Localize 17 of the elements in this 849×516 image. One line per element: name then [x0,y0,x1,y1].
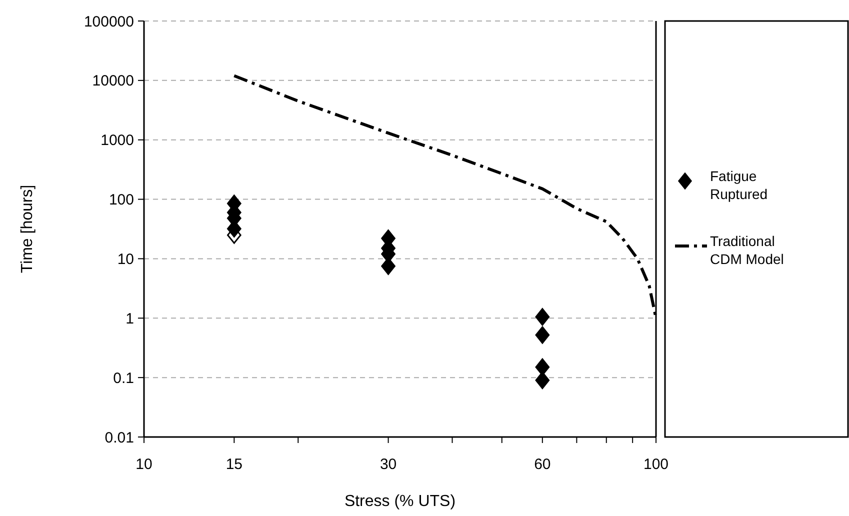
x-tick-label: 10 [136,456,152,473]
y-tick-label: 10 [117,250,134,268]
y-tick-label: 10000 [92,72,134,90]
legend-label: Fatigue Ruptured [710,168,768,202]
y-tick-label: 1 [126,310,134,328]
y-axis-title: Time [hours] [19,184,36,274]
y-tick-label: 1000 [100,132,134,150]
x-tick-label: 15 [226,456,242,473]
y-tick-label: 100000 [84,13,134,30]
x-tick-label: 30 [380,456,397,473]
y-tick-label: 0.01 [104,429,134,446]
y-tick-label: 100 [108,192,134,209]
legend-label: Traditional CDM Model [710,233,784,268]
x-tick-label: 60 [534,456,551,473]
x-axis-title: Stress (% UTS) [344,493,456,510]
y-tick-label: 0.1 [113,370,134,387]
x-tick-label: 100 [643,456,669,473]
